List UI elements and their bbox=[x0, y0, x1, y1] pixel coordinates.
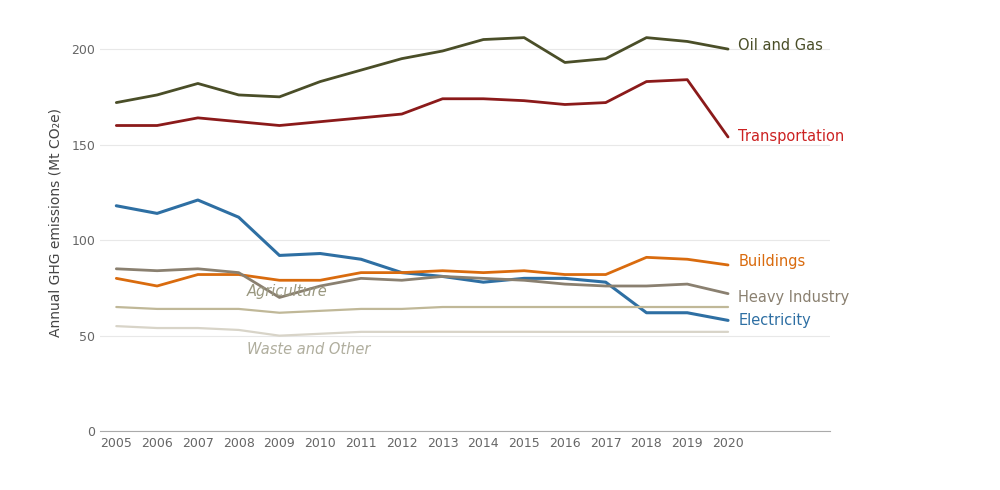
Y-axis label: Annual GHG emissions (Mt CO₂e): Annual GHG emissions (Mt CO₂e) bbox=[49, 108, 63, 338]
Text: Heavy Industry: Heavy Industry bbox=[738, 290, 849, 305]
Text: Transportation: Transportation bbox=[738, 129, 844, 145]
Text: Oil and Gas: Oil and Gas bbox=[738, 38, 823, 53]
Text: Buildings: Buildings bbox=[738, 254, 805, 269]
Text: Waste and Other: Waste and Other bbox=[247, 342, 370, 357]
Text: Electricity: Electricity bbox=[738, 313, 811, 328]
Text: Agriculture: Agriculture bbox=[247, 284, 328, 299]
